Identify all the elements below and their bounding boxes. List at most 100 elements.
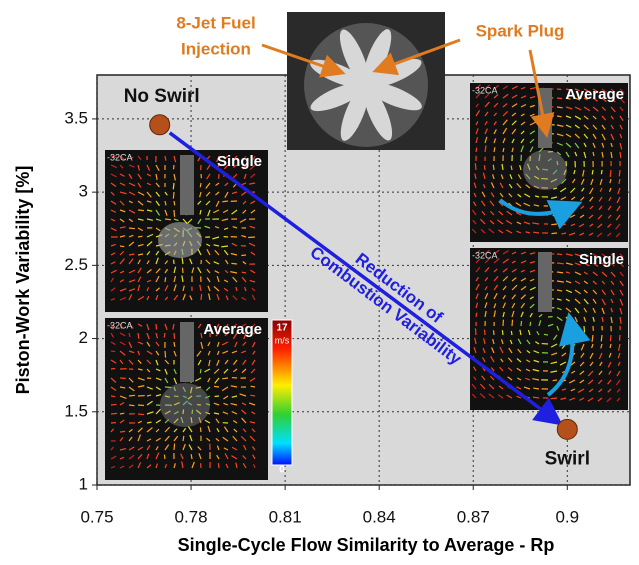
vector [111, 351, 115, 352]
vector [592, 170, 593, 174]
vector [601, 335, 602, 341]
colorbar-unit: m/s [275, 335, 290, 345]
vector [231, 263, 237, 264]
vector [551, 224, 557, 225]
crank-angle: -32CA [107, 320, 133, 330]
vector [476, 148, 477, 152]
vector [173, 183, 174, 189]
vector [174, 201, 175, 205]
vector [557, 107, 563, 108]
vector [129, 228, 135, 229]
vector [575, 326, 576, 332]
vector [484, 330, 485, 335]
vector [533, 232, 539, 233]
plug [538, 252, 552, 312]
vector [557, 98, 562, 99]
vector [610, 335, 611, 341]
flame [158, 222, 202, 258]
vector [493, 330, 494, 335]
vector [557, 254, 562, 255]
x-tick-label: 0.81 [269, 507, 302, 526]
vector [222, 201, 228, 202]
x-tick-label: 0.78 [175, 507, 208, 526]
vector [138, 210, 144, 211]
vector [183, 436, 184, 441]
inset-label: Average [565, 86, 624, 103]
vector [241, 255, 246, 256]
vector [610, 170, 611, 177]
chart: No SwirlSwirl 11.522.533.50.750.780.810.… [0, 0, 639, 560]
y-tick-label: 2.5 [64, 255, 88, 274]
vector [173, 192, 174, 199]
vector [182, 268, 183, 273]
vector [174, 210, 175, 217]
colorbar-min: 0 [279, 465, 285, 476]
vector [493, 165, 494, 170]
vector [120, 413, 124, 414]
inset-label: Single [579, 251, 624, 268]
x-axis-label: Single-Cycle Flow Similarity to Average … [178, 535, 555, 555]
vector [174, 444, 175, 450]
annotation: 8-Jet Fuel [176, 13, 255, 32]
point [150, 115, 170, 135]
vector [512, 320, 513, 326]
x-tick-label: 0.84 [363, 507, 396, 526]
vector [138, 414, 144, 415]
vector [521, 321, 522, 326]
plug [180, 322, 194, 382]
annotation: Spark Plug [476, 21, 565, 40]
vector [200, 369, 201, 373]
photo [287, 12, 445, 150]
inset-label: Single [217, 153, 262, 170]
point-label: No Swirl [124, 86, 200, 107]
crank-angle: -32CA [472, 85, 498, 95]
vector [138, 236, 142, 237]
vector [165, 351, 166, 358]
y-axis-label: Piston-Work Variability [%] [13, 166, 33, 395]
vector [164, 333, 165, 338]
vector [584, 326, 585, 332]
vector [201, 294, 202, 300]
vector [164, 455, 165, 459]
vector [191, 454, 192, 459]
crank-angle: -32CA [472, 250, 498, 260]
y-tick-label: 3 [79, 182, 88, 201]
vector [619, 170, 620, 176]
inset-label: Average [203, 321, 262, 338]
vector [553, 380, 557, 381]
x-tick-label: 0.75 [80, 507, 113, 526]
vector [551, 398, 557, 399]
vector [165, 277, 166, 282]
vector [511, 331, 512, 335]
vector [138, 333, 139, 339]
vector [200, 427, 201, 432]
x-tick-label: 0.9 [555, 507, 579, 526]
vector [174, 333, 175, 339]
vector [222, 378, 228, 379]
vector [476, 313, 477, 317]
vector [251, 386, 255, 387]
point [557, 419, 577, 439]
vector [551, 233, 557, 234]
vector [165, 219, 171, 220]
vector [138, 405, 144, 406]
vector [111, 404, 117, 405]
vector [129, 395, 135, 396]
vector [484, 165, 485, 170]
vector [111, 396, 115, 397]
vector [242, 272, 246, 273]
y-tick-label: 3.5 [64, 108, 88, 127]
flame [523, 150, 567, 190]
colorbar-max: 17 [276, 323, 288, 334]
vector [553, 215, 557, 216]
y-tick-label: 1.5 [64, 401, 88, 420]
vector [111, 413, 117, 414]
vector [200, 183, 201, 187]
vector [475, 328, 476, 335]
vector [120, 431, 125, 432]
point-label: Swirl [545, 448, 590, 469]
vector [557, 272, 563, 273]
x-tick-label: 0.87 [457, 507, 490, 526]
vector [557, 116, 562, 117]
vector [173, 165, 174, 169]
